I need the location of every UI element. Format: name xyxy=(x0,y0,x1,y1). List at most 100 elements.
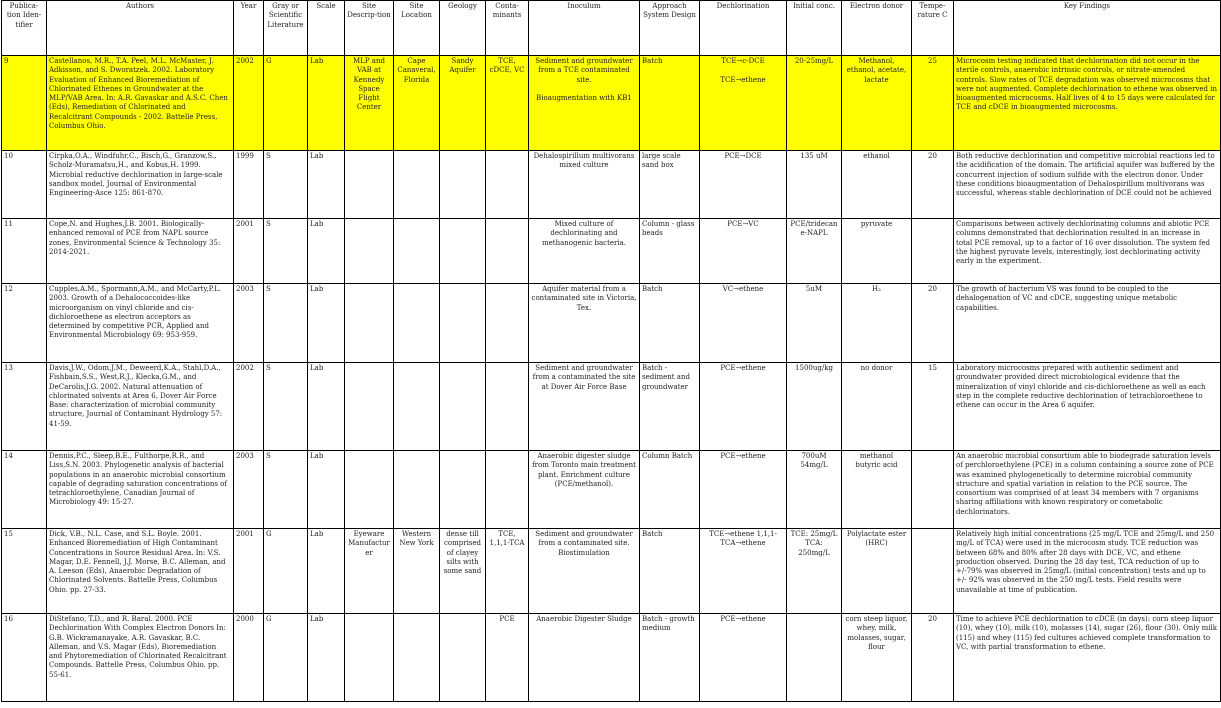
table-row: 16 DiStefano, T.D., and R. Baral. 2000. P… xyxy=(1,613,1221,702)
table-cell: 11 xyxy=(1,218,47,284)
table-cell xyxy=(485,218,529,284)
table-cell: G xyxy=(263,528,308,614)
header-cell: Site Descrip-tion xyxy=(344,0,394,56)
table-cell: Cirpka,O.A., Windfuhr,C., Bisch,G., Gran… xyxy=(46,150,234,219)
table-cell: 2001 xyxy=(233,218,264,284)
table-cell: PCE→DCE xyxy=(699,150,787,219)
table-cell: Batch xyxy=(639,283,700,363)
table-cell: 2000 xyxy=(233,613,264,702)
table-cell: 9 xyxy=(1,55,47,151)
table-cell: methanol butyric acid xyxy=(841,450,912,529)
table-cell: 25 xyxy=(911,55,954,151)
table-cell: PCE→ethene xyxy=(699,362,787,451)
table-cell: MLP and VAB at Kennedy Space Flight Cent… xyxy=(344,55,394,151)
table-cell: ethanol xyxy=(841,150,912,219)
table-cell xyxy=(786,613,842,702)
table-cell: An anaerobic microbial consortium able t… xyxy=(953,450,1221,529)
table-cell: pyruvate xyxy=(841,218,912,284)
table-cell: Mixed culture of dechlorinating and meth… xyxy=(528,218,640,284)
table-cell: Batch - sediment and groundwater xyxy=(639,362,700,451)
table-cell: PCE→ethene xyxy=(699,450,787,529)
table-cell: PCE xyxy=(485,613,529,702)
table-cell xyxy=(393,362,440,451)
table-cell: Lab xyxy=(307,613,345,702)
header-cell: Publica-tion Iden-tifier xyxy=(1,0,47,56)
header-cell: Electron donor xyxy=(841,0,912,56)
table-cell: Dennis,P.C., Sleep,B.E., Fulthorpe,R.R.,… xyxy=(46,450,234,529)
table-cell xyxy=(393,450,440,529)
table-cell xyxy=(485,450,529,529)
table-cell: Relatively high initial concentrations (… xyxy=(953,528,1221,614)
table-cell: large scale sand box xyxy=(639,150,700,219)
table-cell: Sandy Aquifer xyxy=(439,55,486,151)
table-cell: 13 xyxy=(1,362,47,451)
table-cell: Comparisons between actively dechlorinat… xyxy=(953,218,1221,284)
table-cell xyxy=(439,283,486,363)
table-cell: Anaerobic Digester Sludge xyxy=(528,613,640,702)
table-cell: TCE→c-DCE TCE→ethene xyxy=(699,55,787,151)
table-row: 12 Cupples,A.M., Spormann,A.M., and McCar… xyxy=(1,283,1221,363)
header-cell: Initial conc. xyxy=(786,0,842,56)
table-cell: 20 xyxy=(911,283,954,363)
table-cell: Cope,N. and Hughes,J.B. 2001. Biological… xyxy=(46,218,234,284)
header-cell: Site Location xyxy=(393,0,440,56)
table-cell: Davis,J.W., Odom,J.M., Deweerd,K.A., Sta… xyxy=(46,362,234,451)
table-cell xyxy=(344,283,394,363)
header-cell: Geology xyxy=(439,0,486,56)
table-cell: Both reductive dechlorination and compet… xyxy=(953,150,1221,219)
table-cell: Lab xyxy=(307,283,345,363)
table-cell: 1999 xyxy=(233,150,264,219)
table-cell: 16 xyxy=(1,613,47,702)
table-cell: 20 xyxy=(911,150,954,219)
table-cell: Lab xyxy=(307,218,345,284)
table-cell: 12 xyxy=(1,283,47,363)
table-cell: PCE→VC xyxy=(699,218,787,284)
table-cell: Laboratory microcosms prepared with auth… xyxy=(953,362,1221,451)
header-cell: Authors xyxy=(46,0,234,56)
table-cell: dense till comprised of clayey silts wit… xyxy=(439,528,486,614)
table-cell: corn steep liquor, whey, milk, molasses,… xyxy=(841,613,912,702)
table-cell: S xyxy=(263,450,308,529)
table-cell: Dehalospirillum multivorans mixed cultur… xyxy=(528,150,640,219)
table-cell: Sediment and groundwater from a TCE cont… xyxy=(528,55,640,151)
table-cell xyxy=(439,362,486,451)
table-cell: 2003 xyxy=(233,283,264,363)
table-cell: Lab xyxy=(307,450,345,529)
table-row: 9 Castellanos, M.R., T.A. Peel, M.L. McMa… xyxy=(1,55,1221,151)
table-cell: 2003 xyxy=(233,450,264,529)
header-cell: Key Findings xyxy=(953,0,1221,56)
header-cell: Gray or Scientific Literature xyxy=(263,0,308,56)
table-cell: Cape Canaveral, Florida xyxy=(393,55,440,151)
table-cell: G xyxy=(263,55,308,151)
table-cell: Polylactate ester (HRC) xyxy=(841,528,912,614)
table-cell xyxy=(344,218,394,284)
table-cell: The growth of bacterium VS was found to … xyxy=(953,283,1221,363)
table-cell xyxy=(485,362,529,451)
header-row: Publica-tion Iden-tifier Authors Year Gray … xyxy=(1,0,1221,56)
table-cell: 20-25mg/L xyxy=(786,55,842,151)
table-cell: H₂ xyxy=(841,283,912,363)
table-cell: Time to achieve PCE dechlorination to cD… xyxy=(953,613,1221,702)
table-cell: 2002 xyxy=(233,55,264,151)
table-cell: 700uM 54mg/L xyxy=(786,450,842,529)
table-cell: S xyxy=(263,150,308,219)
table-cell: 20 xyxy=(911,613,954,702)
table-row: 14 Dennis,P.C., Sleep,B.E., Fulthorpe,R.R… xyxy=(1,450,1221,529)
table-cell: PCE/tridecane-NAPL xyxy=(786,218,842,284)
table-cell: Dick, V.B., N.L. Case, and S.L. Boyle. 2… xyxy=(46,528,234,614)
table-cell: Column Batch xyxy=(639,450,700,529)
table-row: 15 Dick, V.B., N.L. Case, and S.L. Boyle.… xyxy=(1,528,1221,614)
table-cell: Methanol, ethanol, acetate, lactate xyxy=(841,55,912,151)
table-cell xyxy=(393,283,440,363)
table-cell xyxy=(911,218,954,284)
table-cell xyxy=(485,150,529,219)
table-row: 13 Davis,J.W., Odom,J.M., Deweerd,K.A., S… xyxy=(1,362,1221,451)
table-cell: Batch - growth medium xyxy=(639,613,700,702)
table-cell: 15 xyxy=(911,362,954,451)
table-cell xyxy=(344,613,394,702)
table-cell: S xyxy=(263,218,308,284)
table-cell: Column - glass beads xyxy=(639,218,700,284)
header-cell: Year xyxy=(233,0,264,56)
table-cell: 2001 xyxy=(233,528,264,614)
header-cell: Inoculum xyxy=(528,0,640,56)
